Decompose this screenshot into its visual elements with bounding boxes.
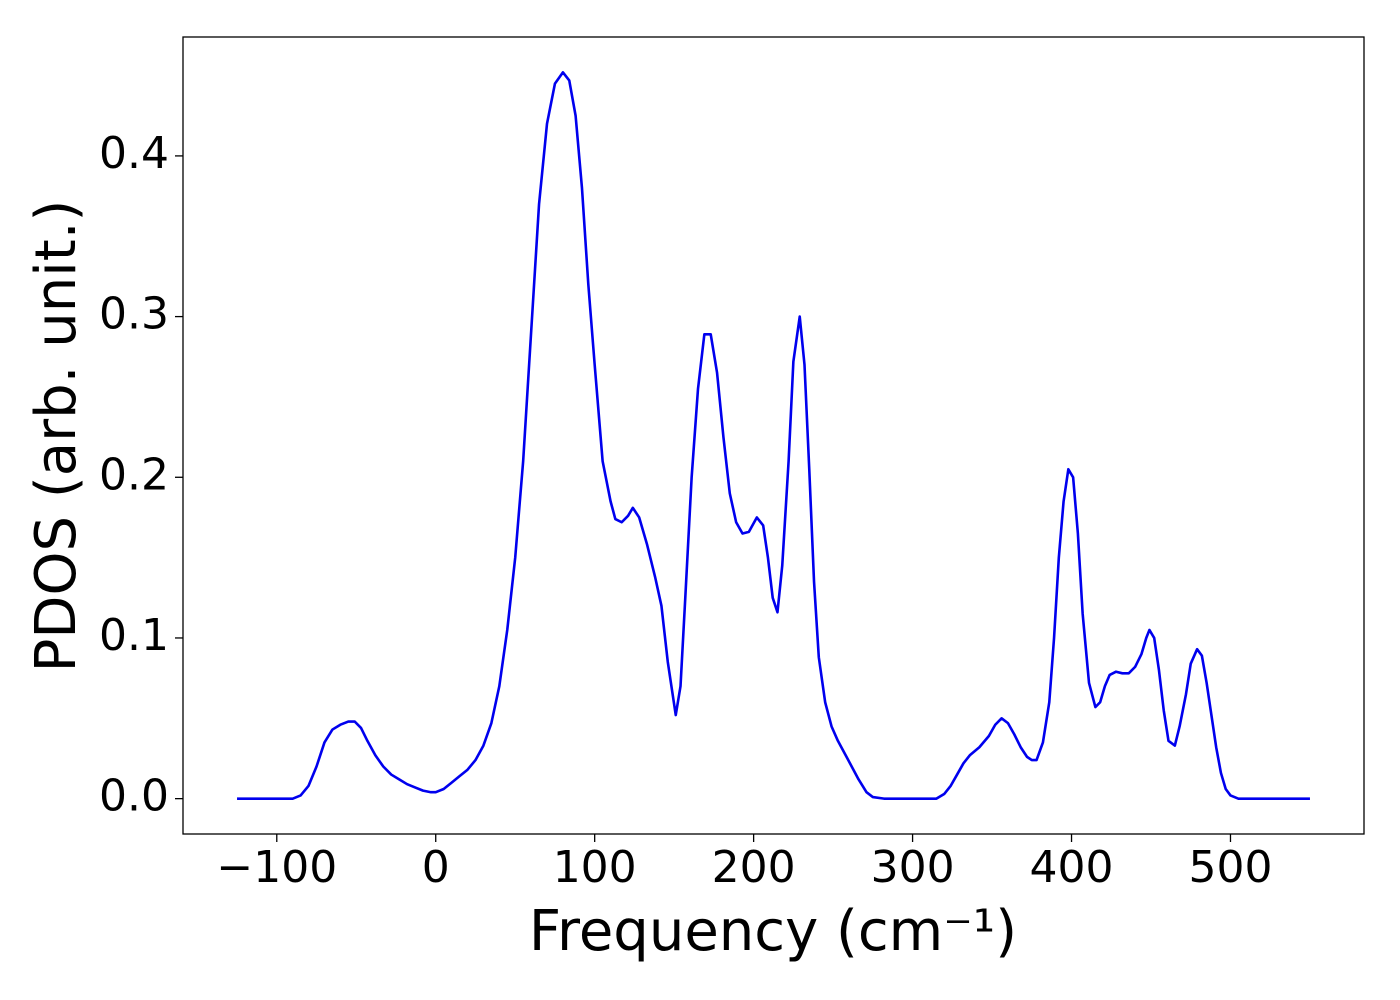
x-tick-label: 500	[1188, 842, 1272, 893]
x-axis-label: Frequency (cm⁻¹)	[529, 899, 1017, 964]
y-tick-label: 0.3	[99, 289, 169, 340]
data-line	[237, 71, 1310, 800]
x-tick-label: 100	[553, 842, 637, 893]
x-tick-label: 0	[422, 842, 450, 893]
x-tick-label: −100	[216, 842, 337, 893]
plot-frame	[182, 36, 1365, 835]
y-axis-label: PDOS (arb. unit.)	[24, 200, 89, 673]
y-tick-label: 0.0	[99, 771, 169, 822]
y-tick-label: 0.4	[99, 128, 169, 179]
x-tick-label: 400	[1030, 842, 1114, 893]
x-tick-label: 300	[871, 842, 955, 893]
y-tick-label: 0.2	[99, 449, 169, 500]
y-tick-label: 0.1	[99, 610, 169, 661]
x-tick-label: 200	[712, 842, 796, 893]
